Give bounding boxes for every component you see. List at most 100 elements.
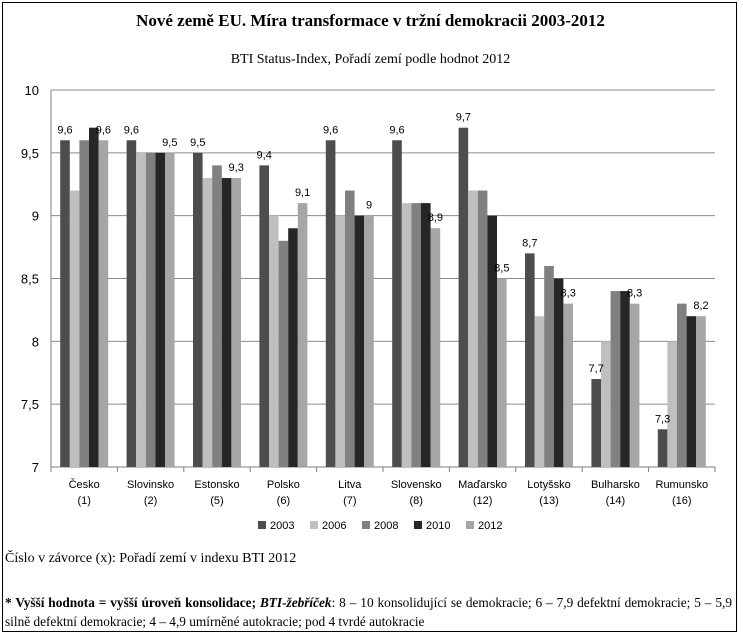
bar-2010-7	[553, 278, 564, 467]
data-label: 9	[366, 200, 372, 212]
bar-2008-4	[345, 190, 355, 468]
bar-2003-0	[60, 140, 70, 467]
bar-2003-1	[126, 140, 137, 467]
bar-2003-6	[458, 127, 469, 467]
bar-2010-4	[354, 215, 365, 467]
legend-swatch-2010	[414, 521, 422, 529]
bar-2008-3	[278, 240, 289, 467]
data-label: 8,2	[693, 300, 708, 312]
footnote-bold: * Vyšší hodnota = vyšší úroveň konsolida…	[5, 595, 257, 610]
bar-2012-1	[165, 152, 175, 468]
category-rank: (6)	[277, 495, 290, 507]
bar-2008-9	[677, 303, 687, 467]
bar-2010-6	[487, 215, 497, 467]
y-tick-label: 9	[32, 209, 39, 224]
bar-2003-7	[525, 253, 535, 467]
footnote-italic: BTI-žebříček	[259, 595, 332, 610]
data-label: 8,7	[522, 237, 537, 249]
bar-2003-8	[591, 379, 601, 467]
bar-2006-2	[202, 177, 213, 467]
category-rank: (1)	[77, 495, 90, 507]
bar-2012-8	[629, 303, 640, 467]
category-label: Estonsko	[194, 479, 239, 491]
category-label: Polsko	[267, 479, 300, 491]
legend-label-2003: 2003	[270, 520, 294, 532]
legend-swatch-2008	[362, 521, 370, 529]
bar-chart: 7 7,5 8 8,5 9 9,5 10 9,6 9,6 9,6 9,5 9,5 9,3 9,4 9,1 9,…	[21, 83, 716, 532]
data-label: 9,7	[456, 112, 471, 124]
category-label: Rumunsko	[656, 479, 709, 491]
category-rank: (16)	[672, 495, 692, 507]
category-rank: (7)	[343, 495, 356, 507]
chart-subtitle: BTI Status-Index, Pořadí zemí podle hodn…	[230, 52, 511, 67]
category-label: Bulharsko	[591, 479, 640, 491]
data-label: 9,3	[229, 162, 244, 174]
bar-2010-2	[221, 177, 232, 467]
category-label: Česko	[69, 478, 100, 491]
legend-label-2012: 2012	[478, 520, 502, 532]
data-label: 7,3	[655, 413, 670, 425]
footnote-rest: : 8 – 10 konsolidující se demokracie; 6 …	[5, 595, 732, 629]
bar-2012-5	[430, 228, 441, 467]
legend-swatch-2012	[466, 521, 474, 529]
bar-2006-4	[335, 215, 345, 467]
bar-2003-3	[259, 165, 269, 467]
bar-2006-0	[69, 190, 80, 468]
bar-2010-1	[155, 152, 165, 468]
bar-2012-4	[364, 215, 374, 467]
legend-swatch-2006	[310, 521, 318, 529]
bar-2003-4	[325, 140, 336, 467]
legend-swatch-2003	[258, 521, 266, 529]
bar-2003-5	[392, 140, 402, 467]
bar-2010-0	[89, 127, 99, 467]
bar-2006-8	[601, 341, 611, 467]
data-label: 9,5	[162, 137, 177, 149]
data-label: 9,1	[295, 187, 310, 199]
y-tick-label: 7	[32, 460, 39, 475]
category-rank: (5)	[210, 495, 223, 507]
data-label: 7,7	[589, 363, 604, 375]
data-label: 8,5	[494, 263, 509, 275]
bar-2008-6	[477, 190, 488, 468]
bar-2010-8	[620, 291, 630, 467]
category-label: Slovensko	[391, 479, 442, 491]
data-label: 9,6	[389, 124, 404, 136]
bar-2008-8	[610, 291, 621, 467]
bar-2003-2	[193, 152, 203, 468]
bar-2008-1	[145, 152, 156, 468]
chart-title: Nové země EU. Míra transformace v tržní …	[136, 11, 605, 30]
bar-2012-0	[98, 140, 109, 467]
bar-2008-7	[544, 265, 554, 467]
bar-2010-3	[288, 228, 298, 467]
legend-label-2006: 2006	[322, 520, 346, 532]
bar-2012-6	[497, 278, 507, 467]
category-label: Slovinsko	[127, 479, 174, 491]
category-rank: (12)	[473, 495, 493, 507]
data-label: 8,9	[428, 212, 443, 224]
category-label: Lotyšsko	[527, 479, 570, 491]
bar-2012-7	[563, 303, 573, 467]
category-rank: (8)	[409, 495, 422, 507]
bar-2012-2	[231, 177, 241, 467]
bar-2008-0	[79, 140, 89, 467]
data-label: 8,3	[561, 288, 576, 300]
footnote: * Vyšší hodnota = vyšší úroveň konsolida…	[5, 593, 732, 631]
legend-label-2010: 2010	[426, 520, 450, 532]
bar-2010-5	[421, 203, 431, 467]
y-tick-label: 8,5	[21, 272, 39, 287]
data-label: 9,6	[57, 124, 72, 136]
y-tick-label: 7,5	[21, 397, 39, 412]
bar-2006-3	[269, 215, 279, 467]
data-label: 9,6	[124, 124, 139, 136]
rank-note: Číslo v závorce (x): Pořadí zemí v index…	[5, 551, 297, 566]
data-label: 9,6	[323, 124, 338, 136]
y-tick-label: 10	[25, 83, 39, 98]
data-label: 8,3	[627, 288, 642, 300]
bar-2008-5	[411, 203, 421, 467]
category-rank: (13)	[539, 495, 559, 507]
data-label: 9,6	[96, 124, 111, 136]
y-tick-label: 9,5	[21, 146, 39, 161]
data-label: 9,4	[257, 149, 272, 161]
bar-2010-9	[686, 316, 697, 467]
bar-2003-9	[657, 429, 668, 467]
